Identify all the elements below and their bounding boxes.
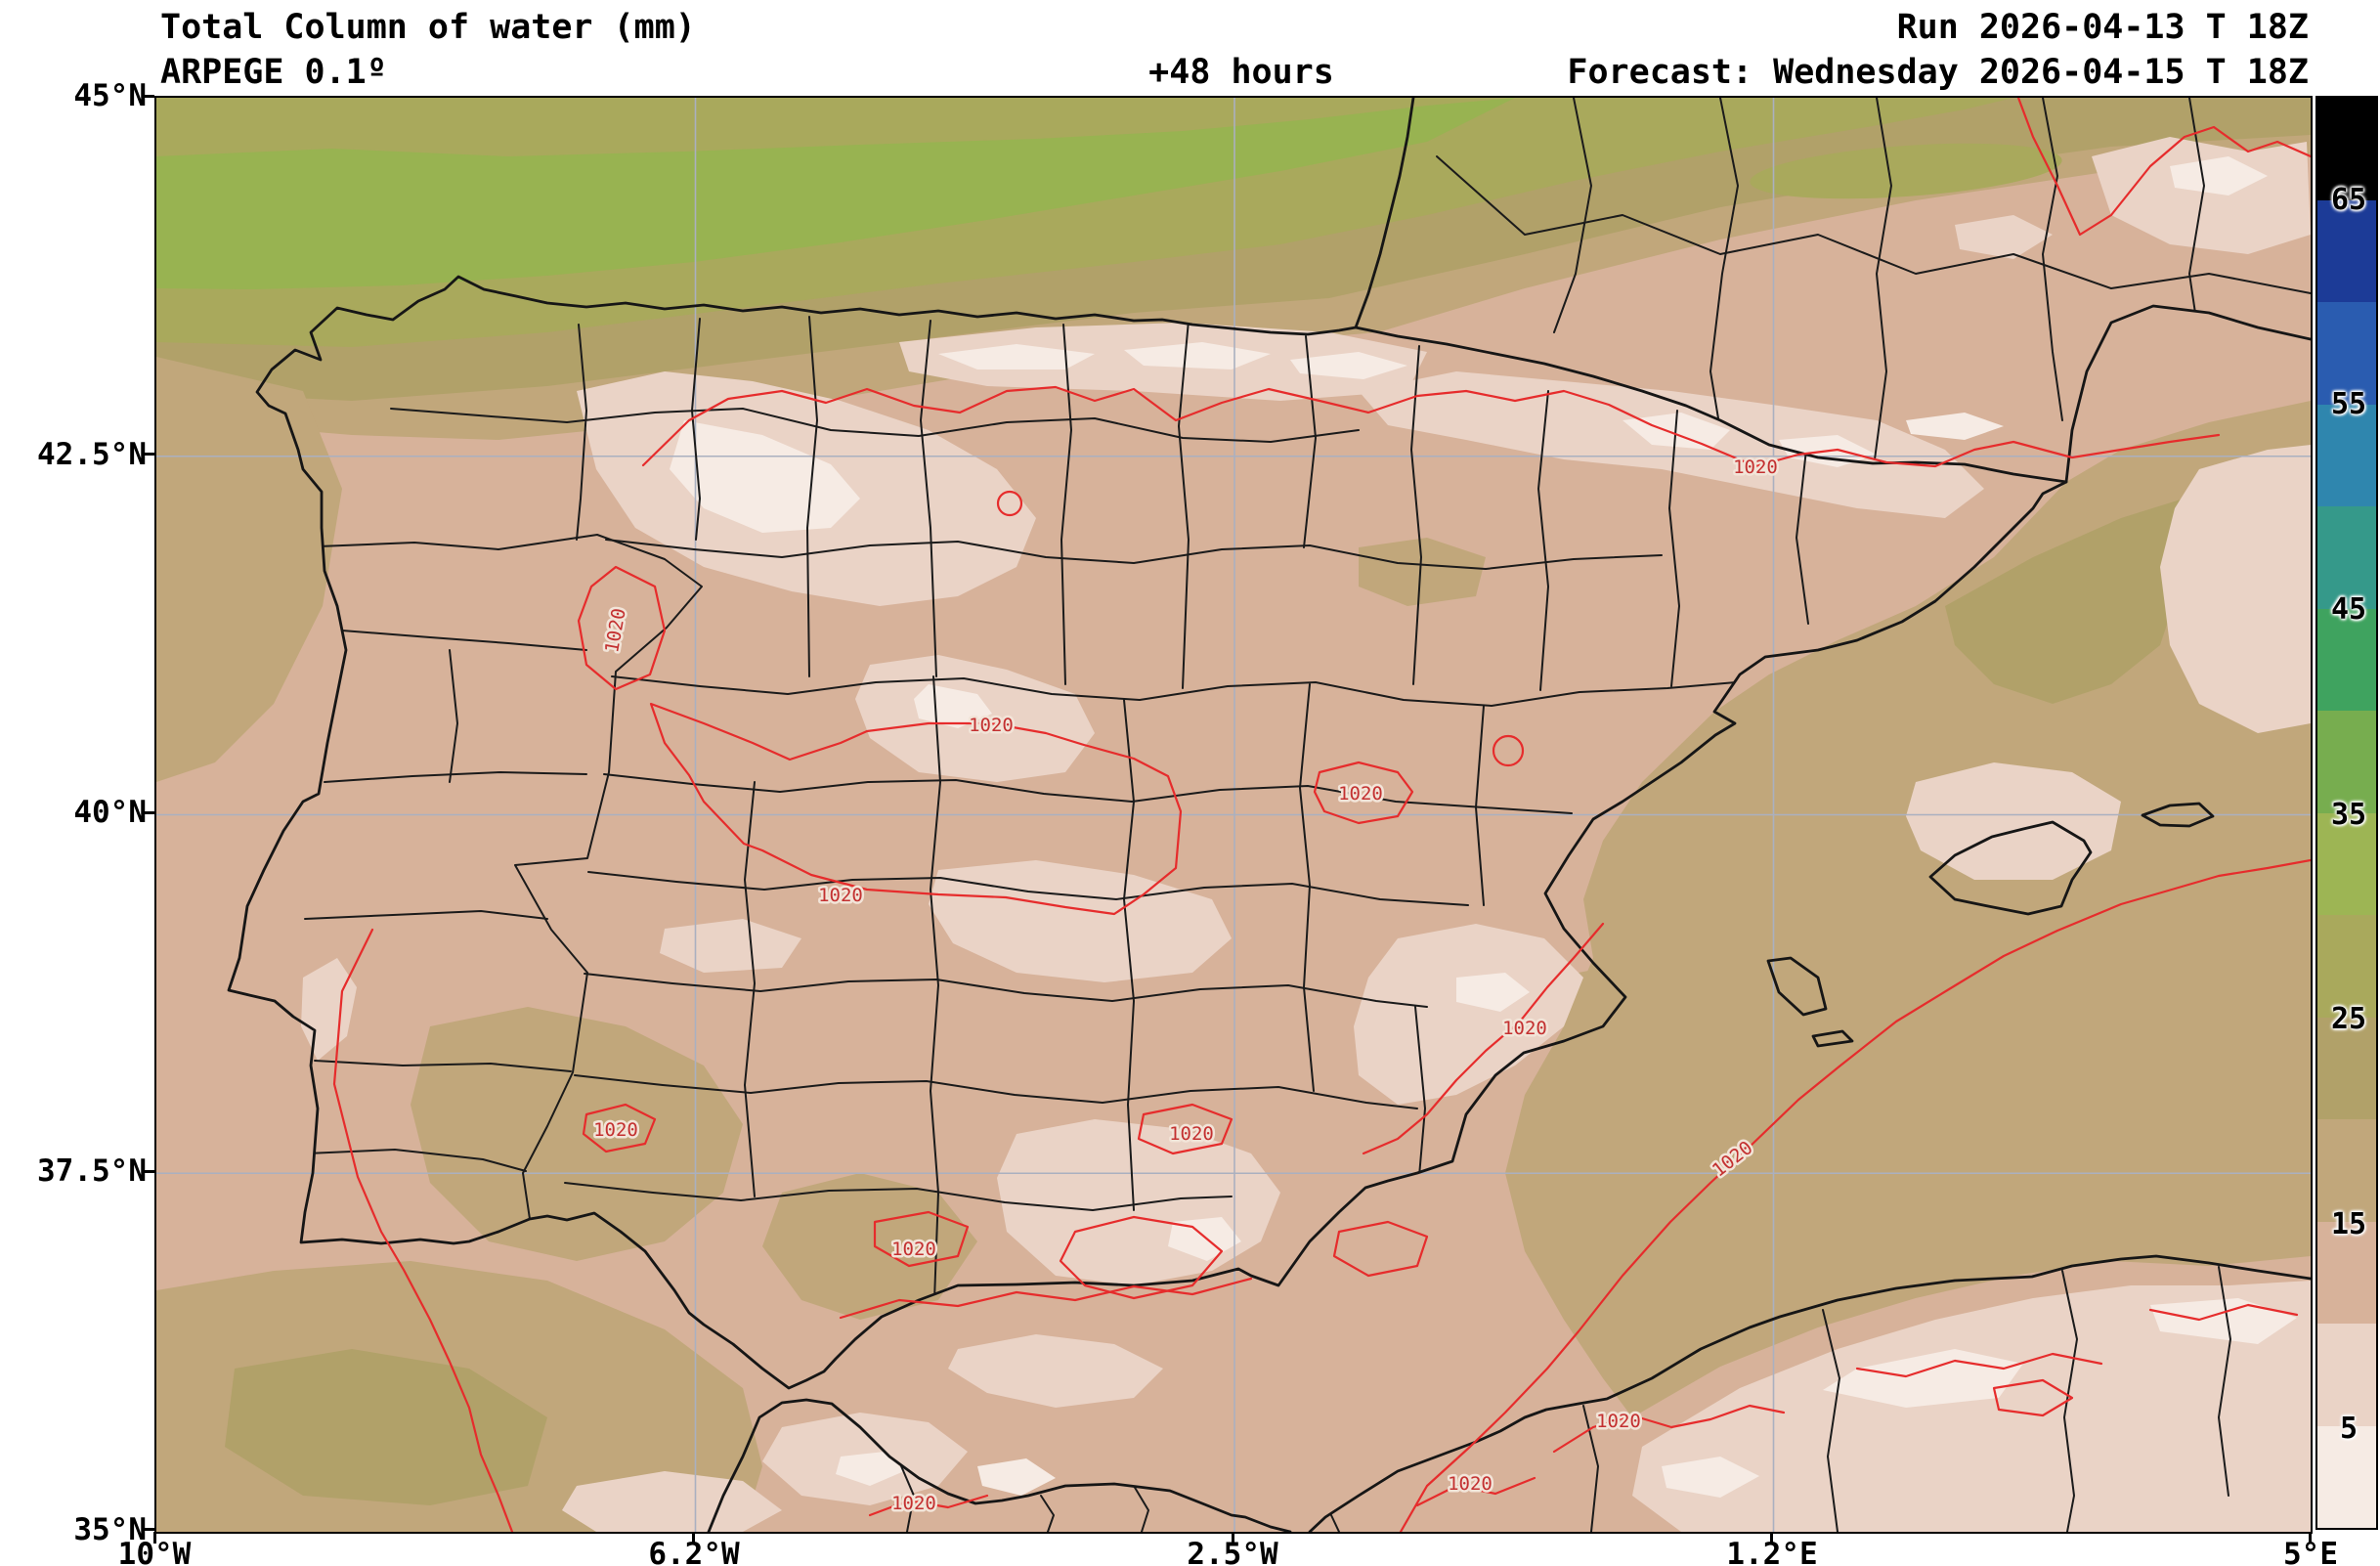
axis-tick <box>143 1170 154 1173</box>
colorbar-segments <box>2317 98 2376 1528</box>
pressure-contour-label: 1020 <box>818 885 863 906</box>
axis-tick <box>143 811 154 814</box>
mallorca-coastline <box>1928 820 2093 916</box>
pressure-contour-layer <box>332 98 2311 1532</box>
axis-tick <box>143 1528 154 1531</box>
pressure-contour-label: 1020 <box>593 1119 638 1141</box>
y-axis-label: 40°N <box>73 795 147 830</box>
pressure-contour-label: 1020 <box>891 1493 936 1514</box>
colorbar-tick-label: 55 <box>2330 387 2367 421</box>
colorbar-segment <box>2317 1017 2376 1119</box>
africa-coastline-west <box>707 1398 1292 1532</box>
colorbar-tick-label: 15 <box>2330 1207 2367 1241</box>
colorbar-tick-label: 5 <box>2339 1412 2358 1446</box>
run-label: Run 2026-04-13 T 18Z <box>1896 8 2309 47</box>
colorbar-segment <box>2317 1221 2376 1324</box>
pressure-contour-label: 1020 <box>1169 1123 1214 1145</box>
map-plot-area: 1020 1020 1020 1020 1020 1020 1020 1020 … <box>154 96 2313 1534</box>
colorbar-segment <box>2317 1425 2376 1528</box>
colorbar-tick-label: 35 <box>2330 798 2367 832</box>
colorbar-segment <box>2317 302 2376 405</box>
axis-tick <box>153 1532 156 1544</box>
colorbar-segment <box>2317 1324 2376 1426</box>
formentera-coastline <box>1811 1029 1854 1048</box>
boundary-layer <box>227 98 2311 1532</box>
pressure-contour-label: 1020 <box>1502 1018 1547 1039</box>
colorbar-segment <box>2317 199 2376 302</box>
pressure-contour-label: 1020 <box>969 715 1014 736</box>
france-mediterranean-coastline <box>2064 304 2311 484</box>
weather-map-svg: 1020 1020 1020 1020 1020 1020 1020 1020 … <box>156 98 2311 1532</box>
iberia-coastline <box>227 275 2068 1390</box>
axis-tick <box>1770 1532 1773 1544</box>
pressure-contour-label: 1020 <box>1733 457 1778 478</box>
colorbar-tick-label: 45 <box>2330 592 2367 627</box>
colorbar-segment <box>2317 711 2376 813</box>
y-axis-label: 42.5°N <box>37 437 147 472</box>
menorca-coastline <box>2141 802 2215 828</box>
chart-title: Total Column of water (mm) <box>160 8 696 47</box>
colorbar-tick-label: 65 <box>2330 183 2367 217</box>
ibiza-coastline <box>1766 956 1828 1017</box>
colorbar: 65 55 45 35 25 15 5 <box>2315 96 2378 1530</box>
axis-tick <box>2309 1532 2312 1544</box>
y-axis-label: 37.5°N <box>37 1153 147 1189</box>
colorbar-tick-label: 25 <box>2330 1002 2367 1036</box>
colorbar-segment <box>2317 506 2376 609</box>
africa-coastline-east <box>1308 1254 2311 1532</box>
y-axis-label: 35°N <box>73 1512 147 1547</box>
lead-time-label: +48 hours <box>1148 53 1334 92</box>
colorbar-segment <box>2317 812 2376 915</box>
axis-tick <box>692 1532 695 1544</box>
model-label: ARPEGE 0.1º <box>160 53 387 92</box>
pressure-contour-label: 1020 <box>1448 1473 1493 1495</box>
pressure-contour-label: 1020 <box>1596 1411 1641 1432</box>
pressure-contour-label: 1020 <box>891 1239 936 1260</box>
graticule-layer <box>156 98 2311 1532</box>
france-atlantic-coastline <box>1354 98 1415 329</box>
colorbar-segment <box>2317 98 2376 200</box>
colorbar-segment <box>2317 915 2376 1018</box>
axis-tick <box>143 453 154 456</box>
colorbar-segment <box>2317 608 2376 711</box>
pressure-contour-labels: 1020 1020 1020 1020 1020 1020 1020 1020 … <box>591 455 1781 1517</box>
axis-tick <box>143 95 154 98</box>
axis-tick <box>1232 1532 1234 1544</box>
colorbar-segment <box>2317 404 2376 506</box>
x-axis-label: 5°E <box>2283 1537 2338 1566</box>
colorbar-segment <box>2317 1119 2376 1222</box>
pressure-contour-label: 1020 <box>1338 783 1383 805</box>
y-axis-label: 45°N <box>73 78 147 113</box>
forecast-label: Forecast: Wednesday 2026-04-15 T 18Z <box>1567 53 2309 92</box>
